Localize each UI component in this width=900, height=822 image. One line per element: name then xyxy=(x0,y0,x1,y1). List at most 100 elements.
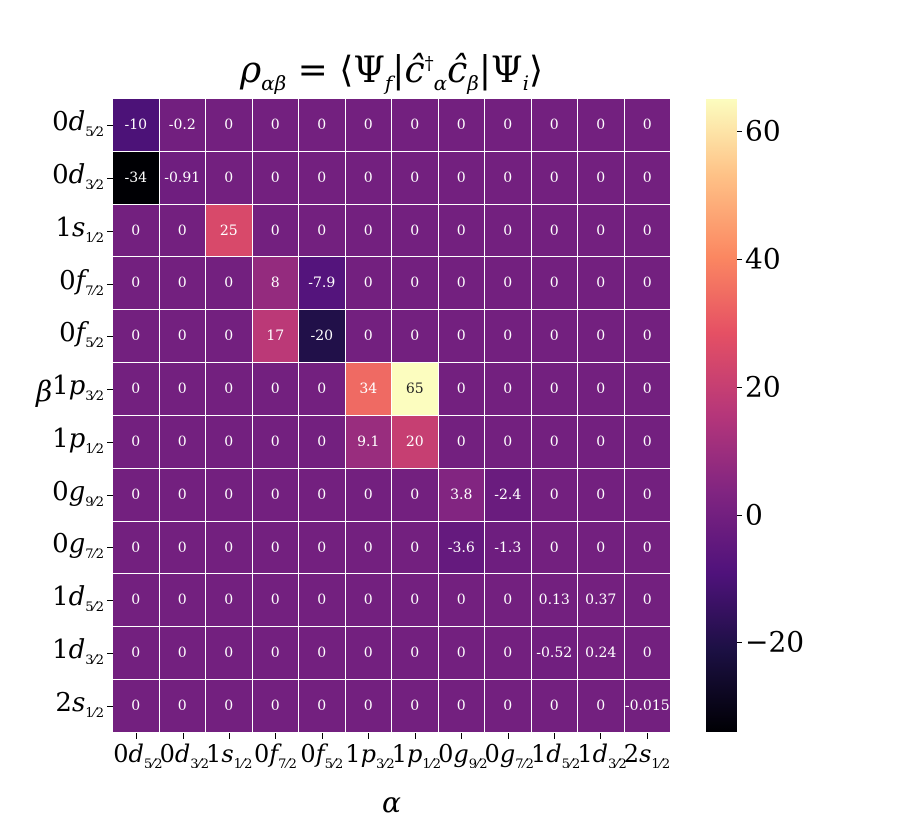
heatmap-cell: -1.3 xyxy=(485,521,531,574)
heatmap-cell: -0.015 xyxy=(624,680,670,732)
heatmap-cell: 0 xyxy=(206,257,252,310)
x-tick-label: 1p1⁄2 xyxy=(391,740,442,772)
heatmap-cell: 0 xyxy=(485,99,531,151)
x-tick-label: 1p3⁄2 xyxy=(345,740,395,772)
heatmap-cell: 0 xyxy=(531,415,577,468)
heatmap-cell: 0 xyxy=(113,363,159,415)
heatmap-cell: 0 xyxy=(299,627,345,680)
heatmap-cell: 0 xyxy=(299,680,345,732)
heatmap-cell: 0 xyxy=(159,363,205,415)
y-tick-label: 1d3⁄2 xyxy=(52,634,104,669)
heatmap-cell: 0 xyxy=(299,151,345,204)
heatmap-cell: 0 xyxy=(578,680,624,732)
heatmap-cell: 0 xyxy=(113,310,159,363)
x-tick-label: 1d5⁄2 xyxy=(530,740,581,772)
y-tick-label: 2s1⁄2 xyxy=(55,687,104,721)
heatmap-cell: 0 xyxy=(113,627,159,680)
y-tick xyxy=(107,652,113,654)
heatmap-cell: -3.6 xyxy=(438,521,484,574)
heatmap-cell: 0 xyxy=(438,627,484,680)
x-axis-label: α xyxy=(382,786,401,819)
heatmap-cell: 0 xyxy=(578,415,624,468)
x-tick-label: 0d3⁄2 xyxy=(159,740,209,772)
y-tick-label: 1d5⁄2 xyxy=(52,582,104,616)
heatmap-cell: 0 xyxy=(345,99,391,151)
heatmap-cell: 0.24 xyxy=(578,627,624,680)
heatmap-cell: 0 xyxy=(438,574,484,627)
y-tick-label: 0f5⁄2 xyxy=(59,318,104,352)
heatmap-cell: 0 xyxy=(624,363,670,415)
x-tick xyxy=(275,733,277,739)
heatmap-cell: 0 xyxy=(159,468,205,521)
heatmap-cell: 0 xyxy=(578,204,624,257)
heatmap-cell: 0 xyxy=(485,310,531,363)
heatmap-cell: 0 xyxy=(531,204,577,257)
heatmap-cell: 0 xyxy=(531,310,577,363)
heatmap-cell: 0 xyxy=(438,363,484,415)
colorbar-tick-label: 20 xyxy=(745,370,781,404)
heatmap-cell: 0 xyxy=(252,204,298,257)
heatmap-cell: 0 xyxy=(531,99,577,151)
heatmap-cell: 0 xyxy=(206,680,252,732)
heatmap-cell: 0 xyxy=(299,204,345,257)
heatmap-cell: 0 xyxy=(624,627,670,680)
heatmap-cell: 0.37 xyxy=(578,574,624,627)
heatmap-cell: 0 xyxy=(252,574,298,627)
heatmap-cell: 0 xyxy=(345,521,391,574)
heatmap-cell: 0 xyxy=(345,574,391,627)
heatmap-cell: 0 xyxy=(252,99,298,151)
heatmap-cell: 0 xyxy=(531,151,577,204)
heatmap-cell: 0 xyxy=(485,204,531,257)
heatmap-cell: 0 xyxy=(624,521,670,574)
heatmap-cell: -0.91 xyxy=(159,151,205,204)
x-tick xyxy=(646,733,648,739)
heatmap-cell: 0 xyxy=(113,257,159,310)
colorbar-tick-label: 40 xyxy=(745,242,781,276)
heatmap-cell: 0 xyxy=(578,521,624,574)
heatmap-cell: 0 xyxy=(392,468,438,521)
heatmap-cell: 0 xyxy=(252,521,298,574)
heatmap-cell: -2.4 xyxy=(485,468,531,521)
heatmap-cell: 0 xyxy=(206,363,252,415)
colorbar-tick-label: 60 xyxy=(745,114,781,148)
heatmap-cell: 0 xyxy=(438,415,484,468)
heatmap-cell: 0 xyxy=(485,627,531,680)
heatmap-cell: 0 xyxy=(345,680,391,732)
heatmap-cell: 0 xyxy=(252,468,298,521)
colorbar-tick xyxy=(737,258,742,260)
heatmap-cell: 0 xyxy=(624,257,670,310)
y-tick xyxy=(107,230,113,232)
x-tick xyxy=(136,733,138,739)
y-tick xyxy=(107,336,113,338)
heatmap-cell: 0 xyxy=(113,204,159,257)
heatmap-cell: 0 xyxy=(578,257,624,310)
heatmap-cell: 0 xyxy=(206,310,252,363)
heatmap-cell: 0 xyxy=(392,680,438,732)
heatmap-cell: 0 xyxy=(485,363,531,415)
heatmap-cell: 0 xyxy=(299,363,345,415)
heatmap-cell: 0 xyxy=(392,204,438,257)
x-tick xyxy=(182,733,184,739)
heatmap-cell: 0 xyxy=(345,151,391,204)
heatmap-cell: 0 xyxy=(531,363,577,415)
heatmap-cell: 0 xyxy=(159,574,205,627)
x-tick xyxy=(461,733,463,739)
heatmap-cell: 0 xyxy=(206,521,252,574)
heatmap-cell: 0 xyxy=(159,204,205,257)
heatmap-cell: 0 xyxy=(345,204,391,257)
x-tick xyxy=(321,733,323,739)
y-tick xyxy=(107,494,113,496)
heatmap-cell: 9.1 xyxy=(345,415,391,468)
heatmap-cell: 0 xyxy=(624,204,670,257)
heatmap-cell: 0 xyxy=(485,257,531,310)
heatmap-cell: 0 xyxy=(438,204,484,257)
x-tick xyxy=(229,733,231,739)
heatmap-cell: 0 xyxy=(392,151,438,204)
x-tick xyxy=(507,733,509,739)
heatmap-cell: 0 xyxy=(206,99,252,151)
heatmap-cell: 0 xyxy=(113,415,159,468)
heatmap-cell: 25 xyxy=(206,204,252,257)
heatmap-cell: 0 xyxy=(252,627,298,680)
heatmap-cell: 0 xyxy=(299,468,345,521)
y-tick xyxy=(107,283,113,285)
